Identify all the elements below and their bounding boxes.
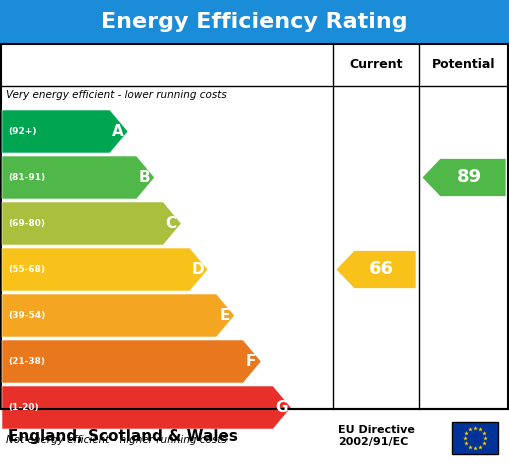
- Bar: [0, 0, 509, 44]
- Text: Current: Current: [349, 58, 403, 71]
- Polygon shape: [2, 386, 291, 429]
- Text: Not energy efficient - higher running costs: Not energy efficient - higher running co…: [6, 435, 227, 445]
- Text: C: C: [166, 216, 177, 231]
- Text: E: E: [219, 308, 230, 323]
- Text: Very energy efficient - lower running costs: Very energy efficient - lower running co…: [6, 90, 227, 100]
- Text: 89: 89: [457, 169, 482, 186]
- Text: A: A: [112, 124, 124, 139]
- Polygon shape: [2, 202, 181, 245]
- Text: England, Scotland & Wales: England, Scotland & Wales: [8, 429, 238, 444]
- Polygon shape: [2, 156, 155, 199]
- Polygon shape: [2, 248, 208, 291]
- Text: F: F: [246, 354, 257, 369]
- Text: (81-91): (81-91): [8, 173, 45, 182]
- Bar: [1, 44, 508, 409]
- Polygon shape: [336, 251, 416, 289]
- Text: Potential: Potential: [432, 58, 496, 71]
- Text: EU Directive
2002/91/EC: EU Directive 2002/91/EC: [338, 425, 415, 447]
- Text: (21-38): (21-38): [8, 357, 45, 366]
- Text: Energy Efficiency Rating: Energy Efficiency Rating: [101, 12, 408, 32]
- Text: (92+): (92+): [8, 127, 37, 136]
- Polygon shape: [2, 294, 235, 337]
- Text: D: D: [191, 262, 204, 277]
- Text: (39-54): (39-54): [8, 311, 45, 320]
- Text: B: B: [139, 170, 151, 185]
- Polygon shape: [2, 340, 261, 383]
- Polygon shape: [2, 110, 128, 153]
- Bar: [452, 422, 498, 454]
- Text: (55-68): (55-68): [8, 265, 45, 274]
- Text: 66: 66: [369, 261, 394, 278]
- Polygon shape: [422, 159, 506, 197]
- Text: (69-80): (69-80): [8, 219, 45, 228]
- Text: G: G: [275, 400, 288, 415]
- Text: (1-20): (1-20): [8, 403, 39, 412]
